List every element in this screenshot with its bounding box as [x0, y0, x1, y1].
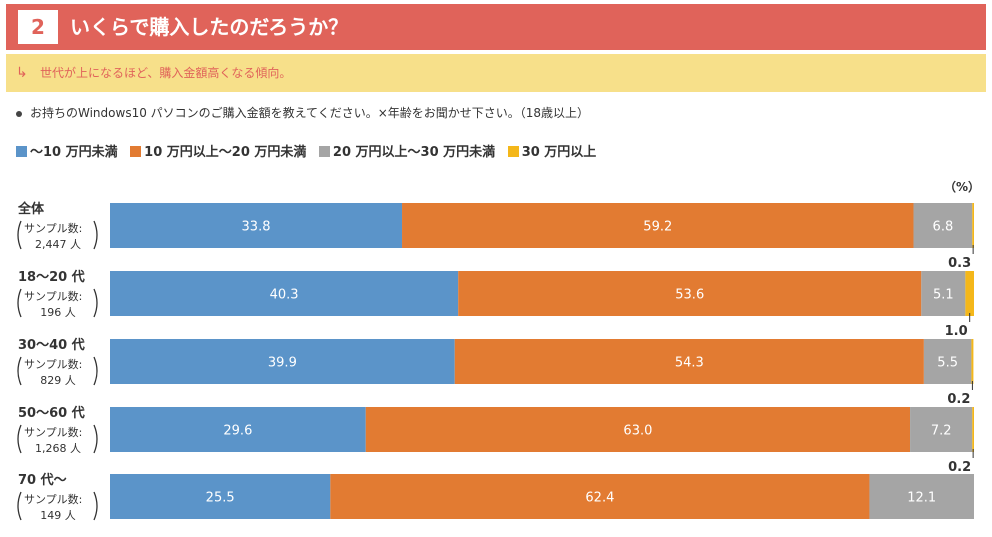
data-label: 62.4 — [585, 491, 614, 506]
question-text: お持ちのWindows10 パソコンのご購入金額を教えてください。×年齢をお聞か… — [30, 106, 590, 120]
data-label: 25.5 — [206, 491, 235, 506]
summary-bar: ↳ 世代が上になるほど、購入金額高くなる傾向。 — [6, 54, 986, 92]
sample-count: 1,268 人 — [35, 442, 81, 455]
return-arrow-icon: ↳ — [16, 65, 28, 81]
bracket-right — [93, 491, 98, 521]
bracket-left — [17, 491, 22, 521]
legend-item: 〜10 万円未満 — [16, 143, 118, 163]
data-label-outside: 0.2 — [948, 460, 971, 475]
bar-segment — [869, 474, 974, 519]
bar-segment — [921, 271, 966, 316]
category-label: 50〜60 代 — [18, 405, 85, 421]
bar-segment — [110, 474, 331, 519]
bar-segment — [972, 203, 974, 248]
bracket-left — [17, 356, 22, 386]
sample-size-label: サンプル数: — [24, 290, 82, 303]
bar-segment — [458, 271, 922, 316]
sample-size-label: サンプル数: — [24, 222, 82, 235]
sample-count: 829 人 — [40, 374, 76, 387]
sample-size-label: サンプル数: — [24, 426, 82, 439]
bracket-right — [93, 288, 98, 318]
data-label-outside: 1.0 — [945, 324, 968, 339]
legend-item: 20 万円以上〜30 万円未満 — [318, 143, 496, 163]
data-label: 29.6 — [223, 424, 252, 439]
legend-swatch-gray — [318, 146, 330, 157]
bar-segment — [454, 339, 924, 384]
category-label: 70 代〜 — [18, 472, 67, 488]
data-label: 6.8 — [933, 220, 954, 235]
sample-count: 149 人 — [40, 509, 76, 522]
category-label: 全体 — [17, 201, 45, 217]
data-label: 59.2 — [643, 220, 672, 235]
bracket-right — [93, 424, 98, 454]
bracket-left — [17, 288, 22, 318]
category-label: 30〜40 代 — [18, 337, 85, 353]
bracket-right — [93, 356, 98, 386]
legend-swatch-blue — [16, 146, 27, 157]
bar-segment — [330, 474, 870, 519]
bar-segment — [110, 407, 366, 452]
legend-label: 30 万円以上 — [521, 145, 597, 160]
data-label: 53.6 — [675, 288, 704, 303]
data-label: 33.8 — [242, 220, 271, 235]
section-header: 2 いくらで購入したのだろうか？ — [6, 4, 986, 50]
bullet-icon — [16, 110, 22, 117]
legend-label: 〜10 万円未満 — [30, 145, 118, 160]
data-label: 5.1 — [933, 288, 954, 303]
sample-count: 2,447 人 — [35, 238, 81, 251]
sample-size-label: サンプル数: — [24, 358, 82, 371]
legend-item: 10 万円以上〜20 万円未満 — [130, 143, 306, 163]
legend-swatch-yellow — [507, 146, 519, 157]
data-label: 39.9 — [268, 356, 297, 371]
bar-segment — [923, 339, 972, 384]
chart-legend: 〜10 万円未満 10 万円以上〜20 万円未満 20 万円以上〜30 万円未満… — [16, 143, 604, 163]
bar-segment — [910, 407, 973, 452]
category-label: 18〜20 代 — [18, 269, 85, 285]
bracket-right — [93, 220, 98, 250]
bar-segment — [402, 203, 914, 248]
legend-swatch-orange — [130, 146, 142, 157]
sample-count: 196 人 — [40, 306, 76, 319]
data-label: 63.0 — [623, 424, 652, 439]
legend-label: 20 万円以上〜30 万円未満 — [332, 145, 496, 160]
question-row: お持ちのWindows10 パソコンのご購入金額を教えてください。×年齢をお聞か… — [16, 103, 589, 123]
data-label: 5.5 — [937, 356, 958, 371]
bar-segment — [110, 203, 403, 248]
bar-segment — [110, 339, 455, 384]
section-title: いくらで購入したのだろうか？ — [70, 15, 349, 39]
legend-item: 30 万円以上 — [507, 143, 597, 163]
summary-text: 世代が上になるほど、購入金額高くなる傾向。 — [40, 66, 292, 80]
data-label-outside: 0.2 — [947, 392, 970, 407]
bracket-left — [17, 220, 22, 250]
sample-size-label: サンプル数: — [24, 493, 82, 506]
bar-segment — [913, 203, 973, 248]
data-label: 40.3 — [270, 288, 299, 303]
section-number-badge: 2 — [18, 10, 58, 44]
bar-segment — [971, 339, 974, 384]
data-label: 54.3 — [675, 356, 704, 371]
data-label: 12.1 — [907, 491, 936, 506]
legend-label: 10 万円以上〜20 万円未満 — [144, 145, 307, 160]
bar-segment — [965, 271, 974, 316]
bar-segment — [365, 407, 911, 452]
bracket-left — [17, 424, 22, 454]
data-label-outside: 0.3 — [948, 256, 971, 271]
bar-segment — [110, 271, 459, 316]
data-label: 7.2 — [931, 424, 952, 439]
bar-segment — [972, 407, 974, 452]
unit-label: （%） — [944, 179, 980, 194]
